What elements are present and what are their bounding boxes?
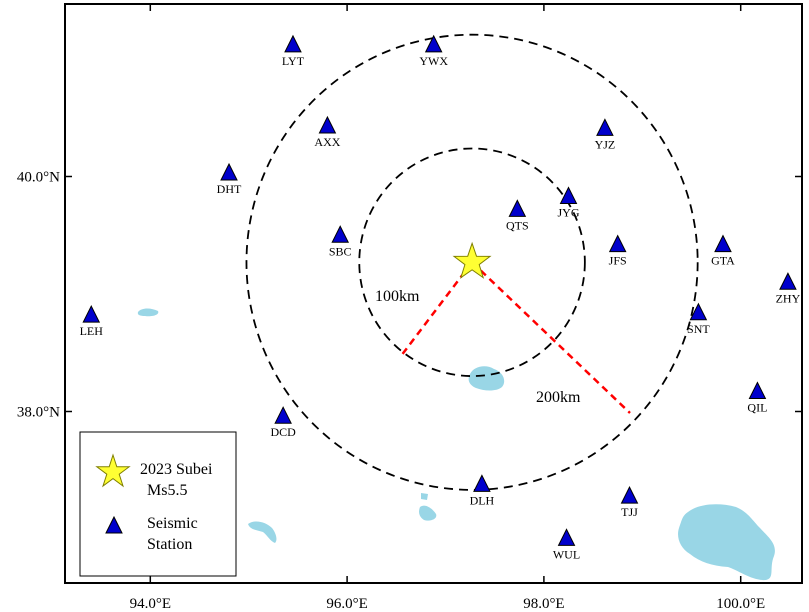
station-label: TJJ <box>621 505 638 519</box>
station-zhy: ZHY <box>776 272 801 305</box>
station-label: QIL <box>747 401 767 415</box>
station-triangle-icon <box>779 272 797 290</box>
station-triangle-icon <box>424 34 443 53</box>
epicenter-star-icon <box>452 241 492 279</box>
y-tick-label: 40.0°N <box>17 170 60 186</box>
lake-sogo-nur <box>137 308 159 317</box>
station-label: YWX <box>419 54 448 68</box>
lake-central <box>468 366 505 391</box>
lake-dcd <box>248 521 277 543</box>
x-tick-label: 94.0°E <box>130 596 171 612</box>
station-triangle-icon <box>608 234 627 253</box>
station-label: AXX <box>314 135 340 149</box>
station-label: DHT <box>217 182 242 196</box>
station-dlh: DLH <box>470 474 495 507</box>
station-label: JFS <box>609 254 627 268</box>
distance-lines <box>400 261 631 414</box>
station-sbc: SBC <box>329 225 352 258</box>
station-triangle-icon <box>557 528 576 546</box>
station-snt: SNT <box>687 302 710 336</box>
legend-station-line1: Seismic <box>147 515 198 532</box>
lake-dlh-north <box>421 493 428 500</box>
distance-line-100km <box>400 261 474 357</box>
station-label: QTS <box>506 218 529 232</box>
station-triangle-icon <box>473 474 491 492</box>
station-triangle-icon <box>220 162 238 181</box>
station-label: WUL <box>553 547 580 561</box>
station-axx: AXX <box>314 115 341 149</box>
station-label: LEH <box>80 324 104 338</box>
station-label: DLH <box>470 493 495 507</box>
legend-epicenter-line2: Ms5.5 <box>147 482 187 499</box>
water-bodies <box>137 308 775 581</box>
distance-rings <box>245 33 699 491</box>
station-qts: QTS <box>506 199 529 232</box>
station-label: GTA <box>711 254 735 268</box>
station-tjj: TJJ <box>620 485 639 519</box>
station-triangle-icon <box>559 186 578 204</box>
station-label: LYT <box>282 54 305 68</box>
station-label: YJZ <box>595 137 616 151</box>
lake-dlh-south <box>419 505 437 521</box>
label-200km: 200km <box>536 389 581 406</box>
label-100km: 100km <box>375 288 420 305</box>
station-dcd: DCD <box>270 406 296 439</box>
station-triangle-icon <box>318 115 337 134</box>
seismic-stations: LYT YWX AXX YJZ DHT JYG QTS SBC JFS GTA ZHY LEH SNT Q… <box>80 34 801 561</box>
station-label: SBC <box>329 244 352 258</box>
map-frame <box>64 3 803 584</box>
legend-star-icon <box>95 453 131 488</box>
station-label: DCD <box>270 425 296 439</box>
station-triangle-icon <box>596 118 614 136</box>
station-label: SNT <box>687 322 710 336</box>
epicenter <box>452 241 492 279</box>
legend: 2023 Subei Ms5.5 Seismic Station <box>79 431 237 577</box>
station-jyg: JYG <box>557 186 580 219</box>
station-jfs: JFS <box>608 234 627 268</box>
lake-qinghai <box>678 504 775 581</box>
x-tick-label: 98.0°E <box>523 596 564 612</box>
x-tick-label: 100.0°E <box>716 596 765 612</box>
station-triangle-icon <box>82 305 101 323</box>
station-triangle-icon <box>508 199 527 217</box>
station-triangle-icon <box>274 406 292 424</box>
station-triangle-icon <box>748 381 767 400</box>
ring-200km <box>245 33 699 491</box>
station-qil: QIL <box>747 381 767 415</box>
legend-epicenter-line1: 2023 Subei <box>140 461 213 478</box>
station-leh: LEH <box>80 305 104 338</box>
legend-station-line2: Station <box>147 536 192 553</box>
ring-100km <box>358 147 586 377</box>
station-label: JYG <box>557 205 579 219</box>
axis-ticks: 94.0°E 96.0°E 98.0°E 100.0°E 40.0°N 38.0°N <box>17 4 802 612</box>
station-gta: GTA <box>711 234 735 268</box>
station-yjz: YJZ <box>595 118 616 151</box>
station-wul: WUL <box>553 528 580 561</box>
y-tick-label: 38.0°N <box>17 405 60 421</box>
station-lyt: LYT <box>282 34 305 68</box>
distance-line-200km <box>471 261 631 414</box>
station-triangle-icon <box>714 234 732 253</box>
station-ywx: YWX <box>419 34 448 68</box>
legend-triangle-icon <box>105 515 123 534</box>
station-dht: DHT <box>217 162 242 196</box>
station-triangle-icon <box>284 34 302 53</box>
legend-box <box>79 431 237 577</box>
x-tick-label: 96.0°E <box>326 596 367 612</box>
station-triangle-icon <box>689 302 708 321</box>
station-label: ZHY <box>776 291 801 305</box>
station-triangle-icon <box>331 225 350 243</box>
station-triangle-icon <box>620 485 639 504</box>
